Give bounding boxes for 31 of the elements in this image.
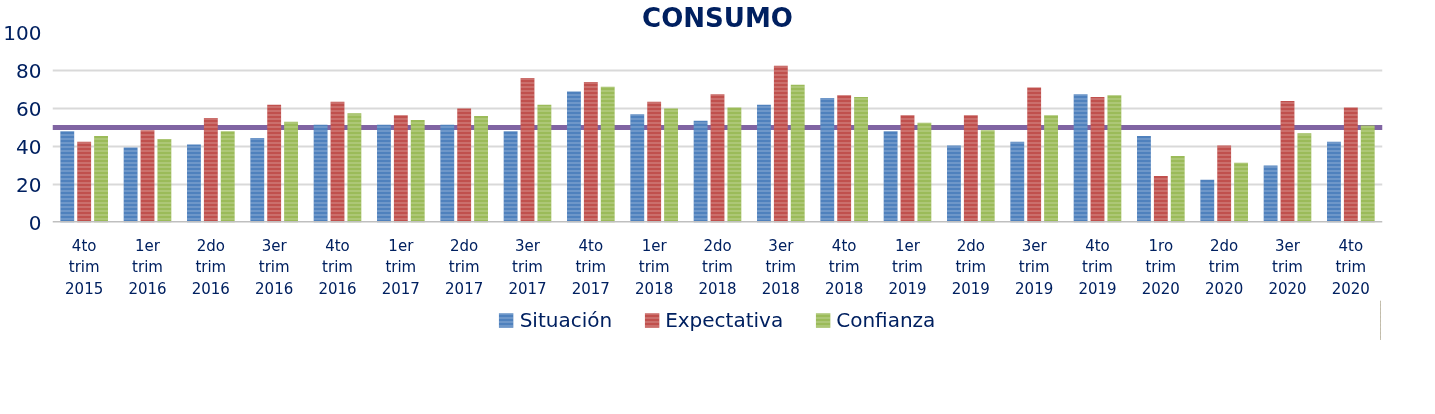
x-tick-label: 1er trim 2017: [381, 236, 420, 298]
x-tick-label: 3er trim 2017: [508, 236, 547, 298]
x-tick-label: 4to trim 2017: [571, 236, 610, 298]
y-tick-label: 60: [16, 96, 42, 121]
x-tick-label: 1er trim 2018: [635, 236, 674, 298]
x-tick-label: 4to trim 2020: [1331, 236, 1370, 298]
legend-label: Situación: [519, 308, 613, 332]
x-tick-label: 3er trim 2016: [255, 236, 294, 298]
x-tick-label: 1ro trim 2020: [1141, 236, 1180, 298]
legend-label: Expectativa: [665, 308, 784, 332]
x-tick-label: 4to trim 2015: [65, 236, 104, 298]
x-tick-label: 1er trim 2016: [128, 236, 167, 298]
x-tick-label: 2do trim 2019: [951, 236, 990, 298]
legend-label: Confianza: [836, 308, 936, 332]
x-tick-label: 2do trim 2016: [191, 236, 230, 298]
chart-title: CONSUMO: [642, 2, 793, 33]
x-tick-label: 4to trim 2016: [318, 236, 357, 298]
x-tick-label: 2do trim 2017: [445, 236, 484, 298]
x-tick-label: 4to trim 2019: [1078, 236, 1117, 298]
y-tick-label: 80: [16, 58, 42, 83]
x-tick-label: 2do trim 2018: [698, 236, 737, 298]
y-tick-label: 0: [28, 210, 42, 235]
x-tick-label: 3er trim 2018: [761, 236, 800, 298]
x-tick-label: 4to trim 2018: [825, 236, 864, 298]
y-tick-label: 100: [3, 20, 42, 45]
x-tick-label: 1er trim 2019: [888, 236, 927, 298]
x-tick-label: 3er trim 2020: [1268, 236, 1307, 298]
y-tick-label: 40: [16, 134, 42, 159]
y-tick-label: 20: [16, 172, 42, 197]
x-tick-label: 2do trim 2020: [1205, 236, 1244, 298]
x-tick-label: 3er trim 2019: [1015, 236, 1054, 298]
